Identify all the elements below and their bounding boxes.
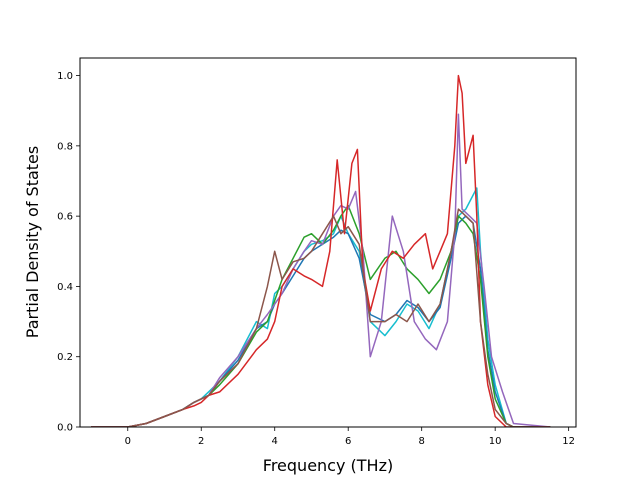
series-layer	[91, 74, 551, 427]
y-axis-label: Partial Density of States	[23, 146, 42, 338]
y-tick-label: 0.2	[57, 352, 73, 363]
plot-frame	[79, 57, 577, 428]
x-tick-label: 12	[562, 436, 575, 447]
series-line-5	[91, 74, 551, 427]
x-axis-label: Frequency (THz)	[263, 456, 393, 475]
series-line-6	[91, 208, 551, 427]
x-tick-label: 4	[272, 436, 278, 447]
x-tick-label: 10	[489, 436, 502, 447]
x-tick-label: 0	[125, 436, 131, 447]
x-tick-label: 2	[198, 436, 204, 447]
y-tick-label: 0.0	[57, 423, 73, 434]
y-tick-label: 0.4	[57, 282, 73, 293]
y-tick-label: 1.0	[57, 71, 73, 82]
x-axis-ticks: 0 2 4 6 8 10 12	[125, 427, 575, 447]
y-tick-label: 0.6	[57, 212, 73, 223]
y-tick-label: 0.8	[57, 141, 73, 152]
y-axis-ticks: 0.0 0.2 0.4 0.6 0.8 1.0	[57, 71, 80, 434]
x-tick-label: 6	[345, 436, 351, 447]
x-tick-label: 8	[419, 436, 425, 447]
